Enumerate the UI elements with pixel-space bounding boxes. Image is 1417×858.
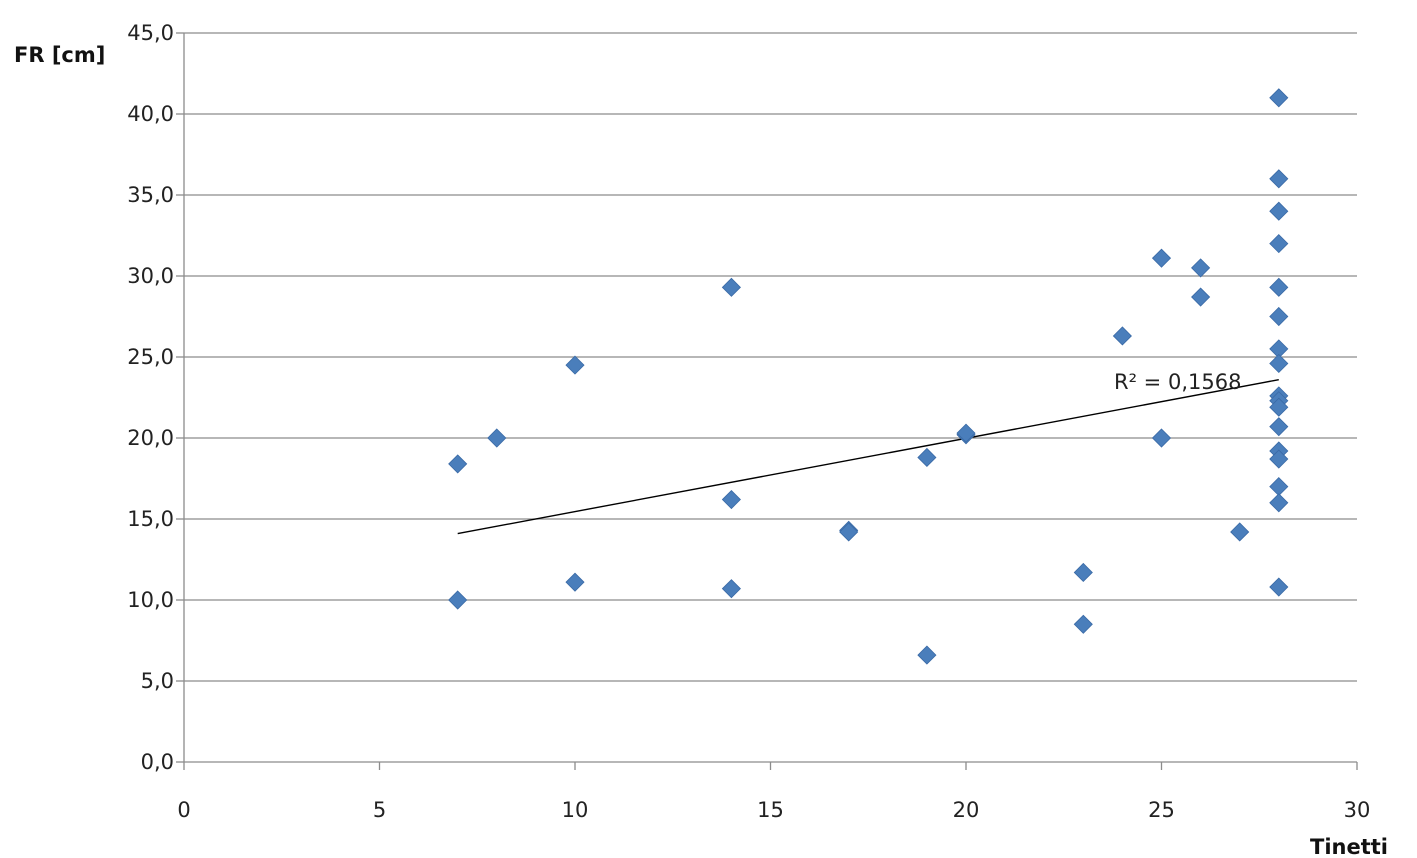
- data-point-2: [487, 428, 507, 448]
- x-axis-title: Tinetti: [1310, 835, 1388, 858]
- data-point-19: [1191, 258, 1211, 278]
- data-point-17: [1151, 248, 1172, 268]
- axes: [176, 32, 1358, 770]
- data-point-35: [1269, 449, 1289, 469]
- data-point-13: [956, 423, 976, 443]
- data-point-25: [1269, 234, 1289, 254]
- y-tick-label-8: 40,0: [127, 102, 174, 126]
- data-point-10: [917, 447, 937, 468]
- data-points: [448, 88, 1289, 665]
- x-tick-label-1: 5: [373, 798, 386, 822]
- trendline: [457, 378, 1279, 535]
- data-point-29: [1269, 353, 1289, 374]
- y-tick-label-0: 0,0: [141, 750, 174, 774]
- y-tick-label-9: 45,0: [127, 21, 174, 45]
- data-point-27: [1269, 306, 1289, 327]
- x-tick-label-5: 25: [1148, 798, 1175, 822]
- data-point-15: [1073, 614, 1093, 634]
- data-point-3: [565, 355, 585, 375]
- data-point-4: [565, 572, 585, 592]
- y-tick-label-2: 10,0: [127, 588, 174, 612]
- y-tick-label-4: 20,0: [127, 426, 174, 450]
- data-point-37: [1269, 493, 1289, 513]
- data-point-1: [448, 590, 468, 610]
- y-tick-label-6: 30,0: [127, 264, 174, 288]
- data-point-5: [721, 277, 741, 297]
- data-point-18: [1151, 428, 1172, 448]
- x-tick-label-0: 0: [177, 798, 190, 822]
- gridlines: [184, 32, 1357, 682]
- x-tick-label-3: 15: [757, 798, 784, 822]
- data-point-20: [1191, 287, 1211, 307]
- data-point-36: [1269, 477, 1289, 497]
- x-tick-label-6: 30: [1344, 798, 1371, 822]
- data-point-22: [1269, 88, 1289, 108]
- data-point-32: [1269, 397, 1289, 417]
- r-squared-annotation: R² = 0,1568: [1114, 370, 1241, 394]
- y-axis-title: FR [cm]: [14, 43, 105, 67]
- x-tick-label-2: 10: [562, 798, 589, 822]
- data-point-38: [1269, 577, 1289, 597]
- data-point-33: [1269, 417, 1289, 437]
- y-tick-label-5: 25,0: [127, 345, 174, 369]
- x-tick-label-4: 20: [953, 798, 980, 822]
- trendline-group: [457, 378, 1279, 535]
- data-point-14: [1073, 562, 1093, 583]
- tick-labels: 0,0 5,0 10,0 15,0 20,0 25,0 30,0 35,0 40,0 45,0 0 5…: [127, 21, 1370, 822]
- data-point-24: [1269, 201, 1289, 221]
- data-point-23: [1269, 169, 1289, 189]
- data-point-7: [721, 579, 741, 599]
- y-tick-label-3: 15,0: [127, 507, 174, 531]
- data-point-26: [1269, 277, 1289, 297]
- data-point-16: [1112, 326, 1132, 346]
- data-point-21: [1230, 522, 1250, 542]
- y-tick-label-7: 35,0: [127, 183, 174, 207]
- data-point-9: [839, 522, 859, 542]
- data-point-6: [721, 489, 741, 510]
- y-tick-label-1: 5,0: [141, 669, 174, 693]
- data-point-11: [917, 645, 937, 665]
- data-point-0: [448, 454, 468, 474]
